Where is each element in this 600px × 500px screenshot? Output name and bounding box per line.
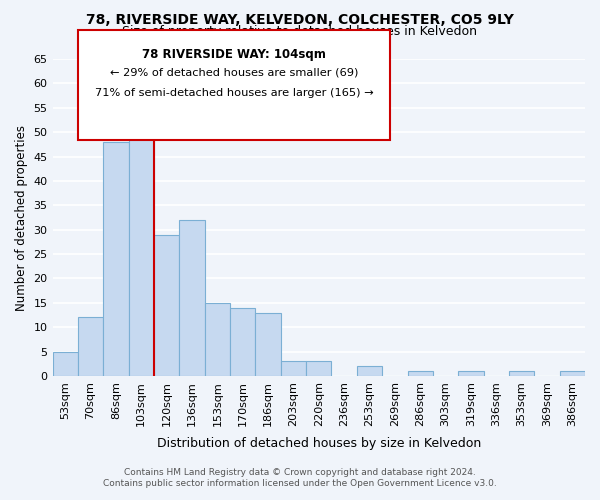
Bar <box>205 303 230 376</box>
X-axis label: Distribution of detached houses by size in Kelvedon: Distribution of detached houses by size … <box>157 437 481 450</box>
Text: 71% of semi-detached houses are larger (165) →: 71% of semi-detached houses are larger (… <box>95 88 373 98</box>
Bar <box>179 220 205 376</box>
Bar <box>407 371 433 376</box>
Bar <box>78 318 103 376</box>
Bar <box>458 371 484 376</box>
Bar <box>128 108 154 376</box>
Bar <box>230 308 256 376</box>
Bar <box>154 234 179 376</box>
Bar <box>256 312 281 376</box>
Bar <box>53 352 78 376</box>
Text: Size of property relative to detached houses in Kelvedon: Size of property relative to detached ho… <box>122 25 478 38</box>
Text: Contains HM Land Registry data © Crown copyright and database right 2024.
Contai: Contains HM Land Registry data © Crown c… <box>103 468 497 487</box>
Text: 78, RIVERSIDE WAY, KELVEDON, COLCHESTER, CO5 9LY: 78, RIVERSIDE WAY, KELVEDON, COLCHESTER,… <box>86 12 514 26</box>
Bar <box>281 362 306 376</box>
Bar <box>306 362 331 376</box>
Bar <box>509 371 534 376</box>
Text: ← 29% of detached houses are smaller (69): ← 29% of detached houses are smaller (69… <box>110 68 358 78</box>
Y-axis label: Number of detached properties: Number of detached properties <box>15 124 28 310</box>
Bar <box>103 142 128 376</box>
Bar <box>560 371 585 376</box>
Bar <box>357 366 382 376</box>
Text: 78 RIVERSIDE WAY: 104sqm: 78 RIVERSIDE WAY: 104sqm <box>142 48 326 60</box>
